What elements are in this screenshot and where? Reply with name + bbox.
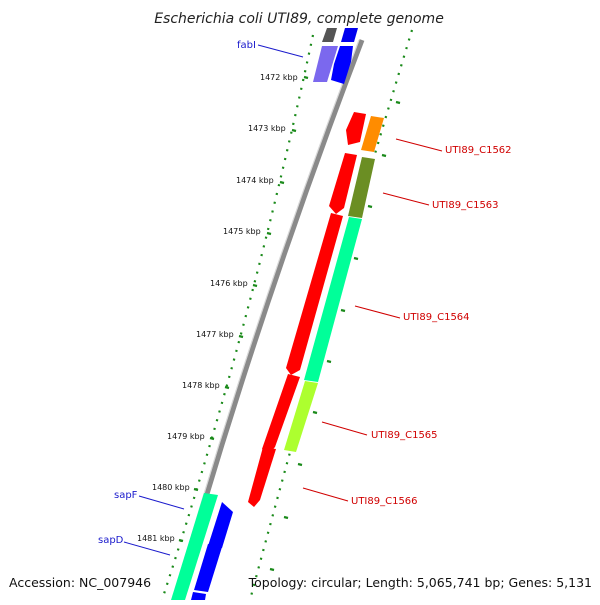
gene-c1565-feature[interactable] (284, 381, 318, 452)
ruler-label: 1473 kbp (248, 124, 286, 133)
gene-feature[interactable] (262, 374, 300, 455)
ruler-label: 1472 kbp (260, 73, 298, 82)
ruler-label: 1476 kbp (210, 279, 248, 288)
gene-feature[interactable] (331, 46, 353, 84)
outer-ruler-ticks (269, 100, 401, 572)
gene-label-c1564[interactable]: UTI89_C1564 (403, 312, 470, 323)
ruler-label: 1477 kbp (196, 330, 234, 339)
leader-lines (123, 44, 443, 556)
gene-c1562-feature[interactable] (361, 116, 384, 152)
map-title: Escherichia coli UTI89, complete genome (154, 11, 444, 27)
gene-label-c1562[interactable]: UTI89_C1562 (445, 145, 512, 156)
gene-feature[interactable] (329, 153, 357, 214)
gene-feature[interactable] (191, 592, 206, 600)
gene-feature[interactable] (322, 28, 337, 42)
gene-label-sapD[interactable]: sapD (98, 535, 124, 546)
gene-label-c1565[interactable]: UTI89_C1565 (371, 430, 438, 441)
gene-sapD-feature[interactable] (194, 544, 222, 592)
gene-fabI-feature[interactable] (313, 46, 338, 82)
inner-ruler-ticks (178, 75, 309, 543)
ruler-label: 1479 kbp (167, 432, 205, 441)
gene-feature[interactable] (341, 28, 358, 42)
gene-label-fabI[interactable]: fabI (237, 40, 256, 51)
gene-c1564-feature[interactable] (304, 217, 362, 382)
gene-label-c1563[interactable]: UTI89_C1563 (432, 200, 499, 211)
topology-text: Topology: circular; Length: 5,065,741 bp… (248, 575, 592, 590)
ruler-label: 1478 kbp (182, 381, 220, 390)
ruler-label: 1475 kbp (223, 227, 261, 236)
accession-text: Accession: NC_007946 (9, 575, 151, 590)
gene-feature[interactable] (346, 112, 366, 145)
gene-c1563-feature[interactable] (348, 157, 375, 218)
gene-sapF-feature[interactable] (208, 502, 233, 548)
ruler-label: 1474 kbp (236, 176, 274, 185)
ruler-label: 1480 kbp (152, 483, 190, 492)
gene-feature[interactable] (286, 213, 343, 375)
gene-feature[interactable] (171, 493, 218, 600)
gene-label-sapF[interactable]: sapF (114, 490, 138, 501)
gene-feature[interactable] (248, 447, 276, 507)
inner-ruler (160, 34, 315, 601)
ruler-label: 1481 kbp (137, 534, 175, 543)
gene-label-c1566[interactable]: UTI89_C1566 (351, 496, 418, 507)
